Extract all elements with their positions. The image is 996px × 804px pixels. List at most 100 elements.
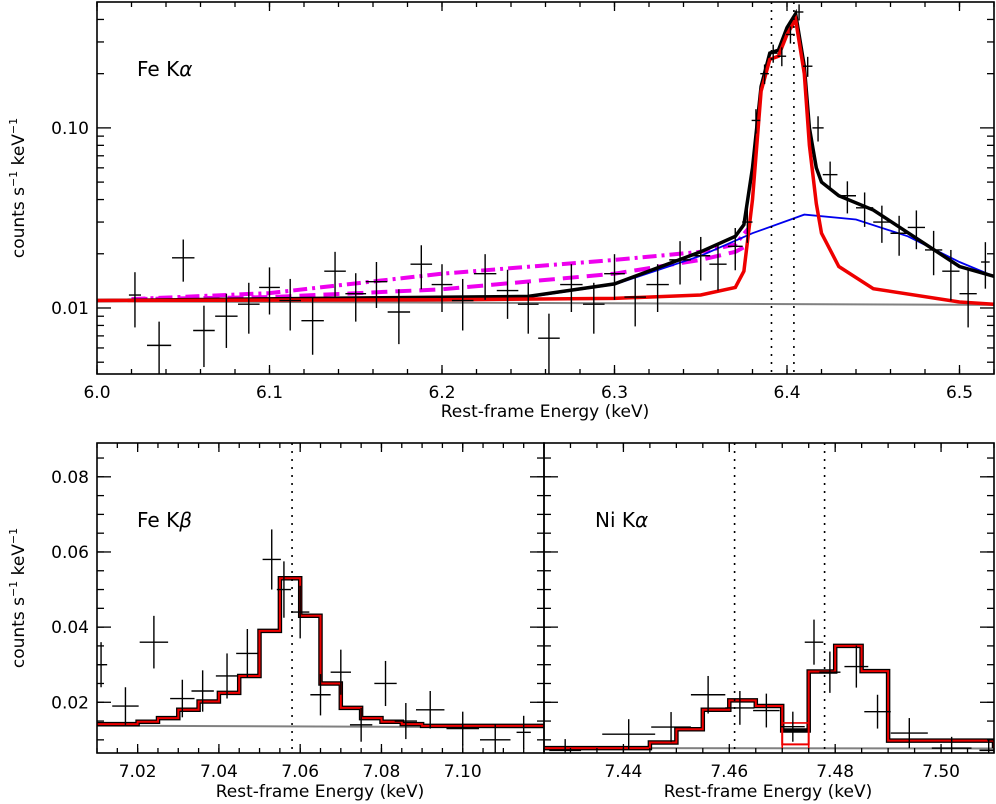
data-point xyxy=(979,739,994,753)
data-point xyxy=(345,273,367,322)
data-point xyxy=(794,4,804,21)
x-tick-label: 6.3 xyxy=(601,383,628,403)
fe-kbeta-ticks: 7.02 7.04 7.06 7.08 7.10 0.02 0.04 0.06 0.08 xyxy=(51,443,545,782)
data-point xyxy=(604,254,625,300)
y-tick-label: 0.01 xyxy=(51,299,89,319)
plot-clip-group xyxy=(97,2,994,374)
data-point xyxy=(560,264,583,312)
data-point xyxy=(583,282,605,334)
data-point xyxy=(415,691,445,729)
ni-kalpha-plot-area xyxy=(544,443,994,753)
data-point xyxy=(236,629,259,678)
ni-kalpha-x-axis-title: Rest-frame Energy (keV) xyxy=(664,782,873,802)
narrow-line-step xyxy=(544,644,994,750)
x-tick-label: 6.2 xyxy=(428,383,455,403)
fe-kalpha-label: Fe Kα xyxy=(137,57,192,81)
y-tick-label: 0.08 xyxy=(51,468,89,488)
data-point xyxy=(301,297,324,355)
data-point xyxy=(802,56,813,77)
fe-kalpha-ticks: 6.0 6.1 6.2 6.3 6.4 6.5 0.01 0.10 xyxy=(51,2,995,403)
data-point xyxy=(538,313,560,374)
data-point xyxy=(410,245,433,290)
data-point xyxy=(890,215,908,256)
data-point xyxy=(128,272,141,328)
data-point xyxy=(517,282,539,334)
data-point xyxy=(751,109,761,134)
data-point xyxy=(291,585,310,639)
x-tick-label: 7.06 xyxy=(281,762,319,782)
data-point xyxy=(690,675,726,714)
data-point xyxy=(646,264,669,312)
x-tick-label: 7.02 xyxy=(119,762,157,782)
fe-kalpha-x-axis-title: Rest-frame Energy (keV) xyxy=(441,402,650,422)
ni-kalpha-panel: 7.44 7.46 7.48 7.50 Ni Kα Rest-frame Energy… xyxy=(543,442,995,802)
ni-kalpha-ticks: 7.44 7.46 7.48 7.50 xyxy=(543,443,995,782)
data-point xyxy=(777,47,787,67)
data-point xyxy=(451,278,474,331)
fe-kbeta-label: Fe Kβ xyxy=(137,508,192,532)
data-point xyxy=(981,242,990,289)
y-tick-label: 0.04 xyxy=(51,618,89,638)
data-point xyxy=(446,711,479,746)
data-point xyxy=(276,561,292,618)
fe-kalpha-plot-area xyxy=(97,2,994,374)
x-tick-label: 6.0 xyxy=(83,383,110,403)
fe-kbeta-x-axis-title: Rest-frame Energy (keV) xyxy=(216,782,425,802)
fe-kalpha-y-axis-title: counts s−1 keV−1 xyxy=(7,118,29,258)
y-tick-label: 0.02 xyxy=(51,693,89,713)
data-point xyxy=(725,691,755,725)
x-tick-label: 7.50 xyxy=(922,762,960,782)
plot-clip-group xyxy=(544,443,994,753)
x-tick-label: 6.5 xyxy=(946,383,973,403)
data-point xyxy=(172,239,195,282)
data-point xyxy=(844,645,869,688)
plot-clip-group xyxy=(97,443,544,753)
y-tick-label: 0.06 xyxy=(51,543,89,563)
data-point xyxy=(925,230,943,276)
fe-kbeta-y-axis-title: counts s−1 keV−1 xyxy=(7,528,29,668)
data-point xyxy=(624,275,646,327)
ni-kalpha-label: Ni Kα xyxy=(595,508,648,532)
data-point xyxy=(324,251,346,298)
narrow-line-step xyxy=(97,577,544,727)
ni-kalpha-axes-frame xyxy=(543,442,995,754)
data-point xyxy=(215,653,239,699)
data-point xyxy=(262,529,281,590)
data-point xyxy=(139,615,169,669)
x-tick-label: 7.08 xyxy=(363,762,401,782)
data-point xyxy=(473,254,497,300)
data-point xyxy=(496,269,519,319)
data-point xyxy=(193,305,215,368)
y-tick-label: 0.10 xyxy=(51,119,89,139)
narrow-line-component xyxy=(97,14,994,306)
data-point xyxy=(479,724,511,753)
data-point xyxy=(709,244,727,291)
data-point xyxy=(147,321,172,374)
data-point xyxy=(856,192,874,227)
fe-kbeta-panel: 7.02 7.04 7.06 7.08 7.10 0.02 0.04 0.06 0.08 Fe … xyxy=(7,442,545,802)
data-point xyxy=(549,739,582,753)
data-point xyxy=(727,228,743,271)
data-point xyxy=(238,282,260,334)
x-tick-label: 6.1 xyxy=(256,383,283,403)
data-point xyxy=(864,694,891,729)
data-point xyxy=(387,289,411,345)
fe-kbeta-plot-area xyxy=(97,443,544,753)
x-tick-label: 6.4 xyxy=(773,383,800,403)
data-point xyxy=(760,64,769,85)
data-point xyxy=(191,670,214,712)
data-point xyxy=(669,241,691,285)
model-dashdot-line xyxy=(131,226,751,302)
data-point xyxy=(804,619,824,665)
data-point xyxy=(907,210,925,250)
data-point xyxy=(310,674,331,716)
fe-kalpha-axes-frame xyxy=(96,1,995,375)
total-model-line xyxy=(97,8,994,303)
data-point xyxy=(330,649,351,695)
data-point xyxy=(651,712,691,743)
data-point xyxy=(753,693,780,728)
data-point xyxy=(931,736,972,753)
data-point xyxy=(873,205,891,243)
x-tick-label: 7.44 xyxy=(604,762,642,782)
